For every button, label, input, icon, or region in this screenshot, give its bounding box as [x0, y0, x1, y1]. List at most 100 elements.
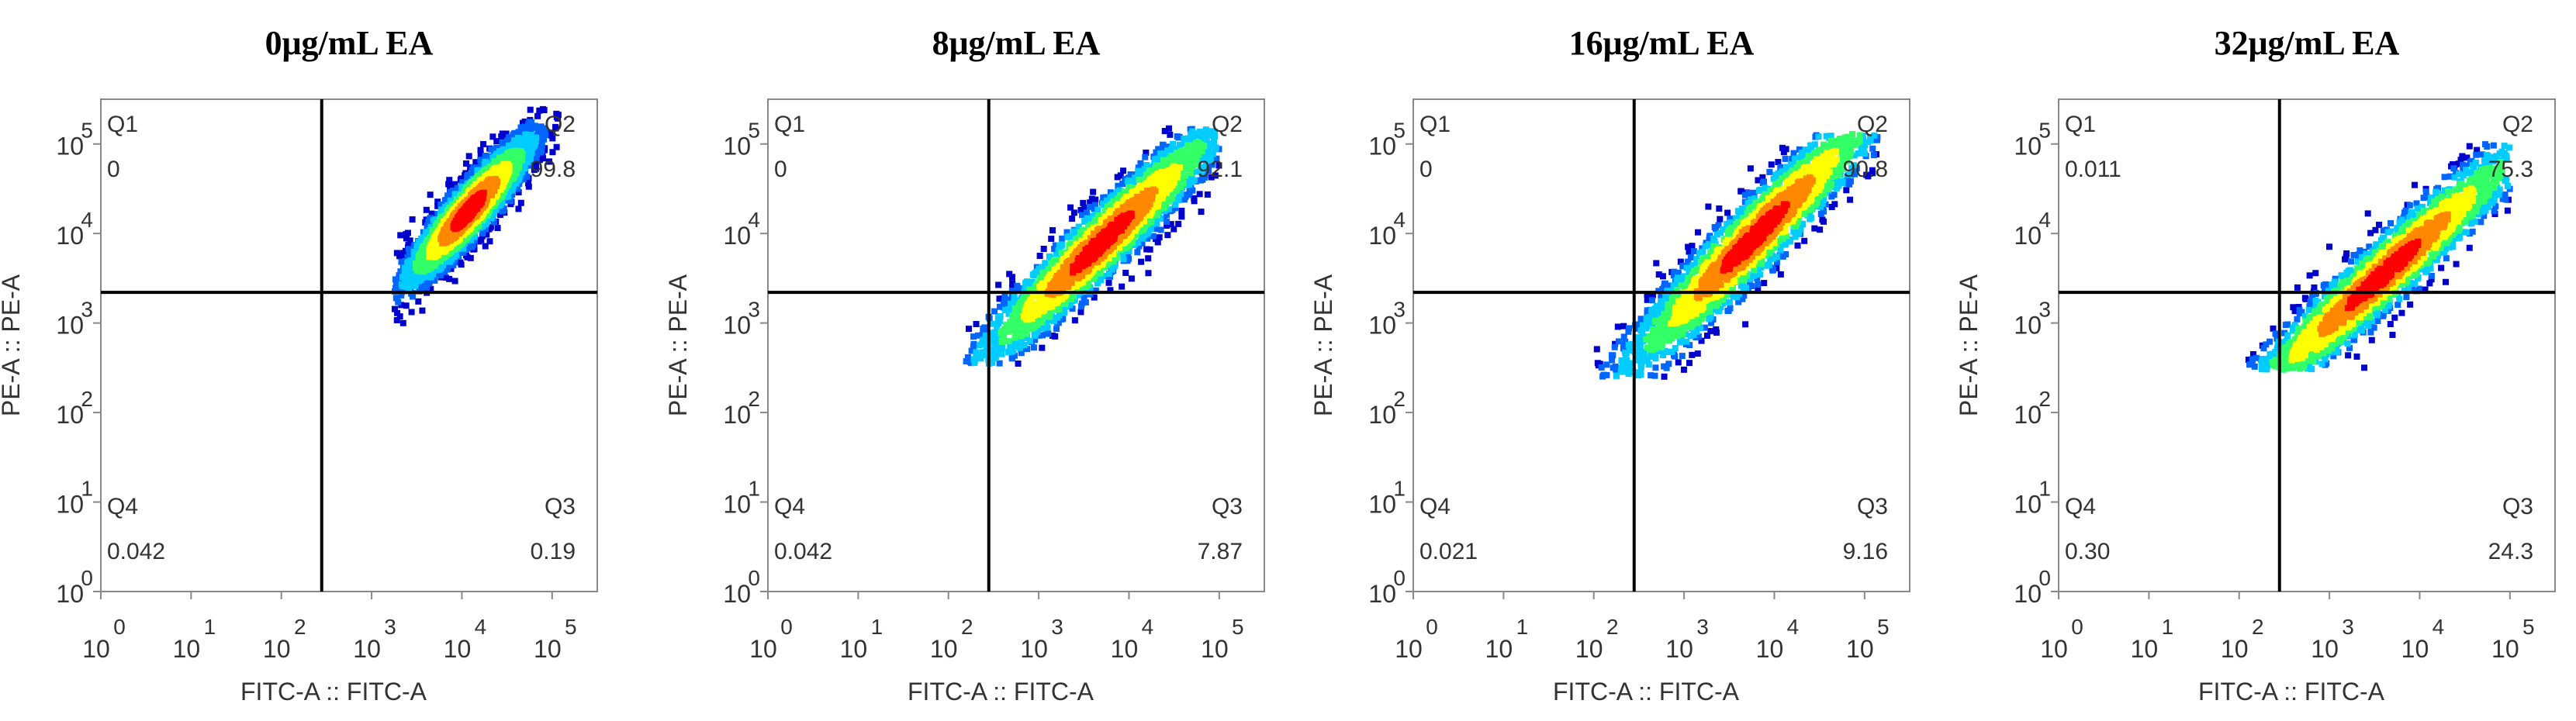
- event-dot: [1005, 310, 1012, 317]
- event-dot: [442, 274, 449, 281]
- event-dot: [489, 213, 496, 220]
- event-dot: [451, 182, 458, 189]
- event-dot: [1114, 174, 1121, 181]
- event-dot: [1009, 339, 1016, 346]
- event-dot: [1137, 233, 1144, 240]
- event-dot: [1145, 218, 1152, 225]
- event-dot: [996, 360, 1003, 367]
- event-dot: [1209, 131, 1216, 138]
- event-dot: [427, 191, 434, 198]
- event-dot: [1157, 215, 1164, 222]
- event-dot: [1090, 188, 1097, 195]
- event-dot: [965, 326, 972, 333]
- event-dot: [1001, 333, 1008, 340]
- event-dot: [1051, 318, 1058, 325]
- event-dot: [444, 192, 451, 199]
- event-dot: [1176, 133, 1183, 140]
- event-dot: [535, 143, 542, 150]
- event-dot: [477, 147, 484, 154]
- event-dot: [1029, 281, 1036, 288]
- event-dot: [994, 324, 1001, 331]
- quadrant-value-q1: 0: [774, 157, 787, 182]
- event-dot: [1716, 205, 1723, 212]
- event-dot: [1082, 298, 1089, 305]
- event-dot: [462, 160, 469, 167]
- event-dot: [1175, 220, 1182, 227]
- event-dot: [552, 123, 559, 130]
- event-dot: [1018, 350, 1025, 357]
- event-dot: [1040, 246, 1047, 253]
- flow-panel-3: 16μg/mL EAQ10Q290.8Q39.16Q40.02110010110…: [1309, 24, 1910, 705]
- x-tick-label: 10: [749, 635, 777, 663]
- y-tick-label: 10: [56, 401, 84, 429]
- event-dot: [451, 278, 458, 285]
- quadrant-name-q2: Q2: [1212, 112, 1243, 137]
- x-tick-label: 10: [1020, 635, 1048, 663]
- event-dot: [1175, 160, 1182, 167]
- event-dot: [417, 256, 424, 263]
- event-dot: [1157, 226, 1164, 233]
- event-dot: [1204, 191, 1211, 198]
- event-dot: [1198, 209, 1205, 216]
- event-dot: [973, 354, 980, 361]
- event-dot: [428, 210, 435, 217]
- event-dot: [417, 281, 424, 288]
- event-dot: [1694, 350, 1701, 357]
- event-dot: [1046, 312, 1053, 319]
- event-dot: [395, 298, 402, 305]
- event-dot: [1146, 246, 1153, 253]
- event-dot: [1021, 341, 1028, 348]
- event-dot: [1106, 230, 1113, 237]
- event-dot: [1005, 338, 1012, 345]
- event-dot: [1059, 235, 1066, 242]
- event-dot: [1081, 204, 1088, 211]
- y-tick-exponent: 5: [81, 119, 93, 143]
- event-dot: [980, 340, 987, 347]
- event-dot: [524, 162, 531, 169]
- event-dot: [1092, 287, 1099, 294]
- event-dot: [1137, 160, 1144, 167]
- event-dot: [1031, 311, 1038, 318]
- event-dot: [1593, 346, 1600, 353]
- event-dot: [1007, 343, 1014, 350]
- event-dot: [475, 238, 482, 245]
- event-dot: [1040, 272, 1047, 279]
- event-dot: [1069, 216, 1076, 223]
- x-tick-exponent: 3: [384, 615, 396, 639]
- event-dot: [1099, 220, 1106, 227]
- event-dot: [1172, 201, 1179, 208]
- event-dot: [434, 202, 441, 209]
- event-dot: [1042, 260, 1049, 267]
- event-dot: [1022, 329, 1029, 336]
- event-dot: [1078, 300, 1085, 307]
- event-dot: [1049, 227, 1056, 234]
- event-dot: [1115, 182, 1122, 189]
- event-dot: [1063, 229, 1070, 236]
- event-dot: [1184, 142, 1191, 149]
- event-dot: [448, 265, 455, 272]
- quadrant-name-q1: Q1: [107, 112, 138, 137]
- event-dot: [1165, 125, 1172, 132]
- event-dot: [1069, 305, 1076, 312]
- event-dot: [1094, 206, 1101, 213]
- event-dot: [1049, 332, 1056, 339]
- event-dot: [1091, 248, 1098, 255]
- event-dot: [538, 123, 545, 130]
- event-dot: [1181, 140, 1188, 147]
- event-dot: [1198, 148, 1205, 155]
- event-dot: [1193, 133, 1200, 140]
- event-dot: [469, 167, 475, 174]
- quadrant-name-q1: Q1: [774, 112, 805, 137]
- event-dot: [1686, 360, 1693, 367]
- event-dot: [1196, 128, 1203, 135]
- event-dot: [1142, 154, 1149, 160]
- x-tick-label: 10: [263, 635, 291, 663]
- event-dot: [527, 106, 534, 113]
- event-dot: [1060, 278, 1067, 285]
- x-tick-exponent: 1: [204, 615, 216, 639]
- event-dot: [1695, 229, 1702, 236]
- event-dot: [450, 262, 457, 269]
- event-dot: [534, 112, 541, 119]
- event-dot: [1145, 270, 1152, 277]
- event-dot: [1030, 344, 1037, 351]
